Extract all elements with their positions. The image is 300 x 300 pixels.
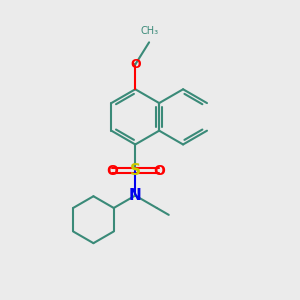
Text: O: O — [130, 58, 141, 71]
Text: O: O — [106, 164, 118, 178]
Text: N: N — [129, 188, 142, 203]
Text: O: O — [153, 164, 165, 178]
Text: S: S — [130, 163, 141, 178]
Text: methoxy: methoxy — [0, 299, 1, 300]
Text: CH₃: CH₃ — [140, 26, 158, 36]
